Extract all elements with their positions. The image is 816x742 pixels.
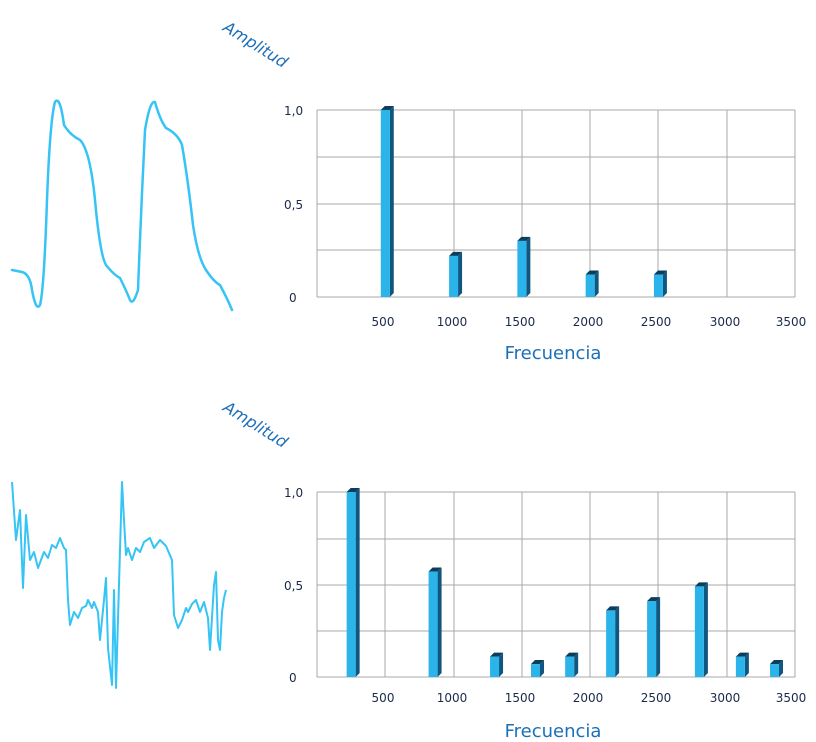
chart-2-ylabel: Amplitud bbox=[219, 397, 292, 452]
chart-2-bar-top-1600 bbox=[531, 660, 545, 665]
chart-2-bar-top-1850 bbox=[565, 652, 579, 657]
chart-1: 1,0 0,5 0 500 1000 1500 2000 2500 3000 3… bbox=[219, 17, 806, 364]
chart-1-bar-front-2000 bbox=[585, 274, 595, 297]
chart-1-bar-side-1500 bbox=[526, 236, 531, 297]
chart-1-ytick-1,0: 1,0 bbox=[284, 104, 303, 118]
chart-1-bar-top-2000 bbox=[585, 270, 599, 275]
chart-1-bar-front-1500 bbox=[517, 240, 527, 297]
chart-2-grid bbox=[316, 491, 796, 678]
chart-2-bar-1600 bbox=[531, 660, 545, 677]
chart-1-bar-1500 bbox=[517, 236, 531, 297]
chart-1-bar-top-1000 bbox=[449, 251, 463, 256]
chart-1-xtick-1500: 1500 bbox=[505, 315, 536, 329]
chart-2-ytick-0,5: 0,5 bbox=[284, 579, 303, 593]
chart-2-bar-side-3100 bbox=[744, 652, 749, 677]
chart-1-xtick-3500: 3500 bbox=[776, 315, 807, 329]
chart-2-bar-250 bbox=[346, 488, 360, 677]
chart-2-xlabel: Frecuencia bbox=[505, 721, 602, 742]
chart-2-bar-front-1850 bbox=[565, 656, 575, 677]
waveform-top bbox=[10, 99, 234, 312]
chart-2-bar-front-850 bbox=[428, 571, 438, 677]
chart-2-bar-side-2450 bbox=[656, 597, 661, 677]
chart-1-xtick-1000: 1000 bbox=[437, 315, 468, 329]
chart-2-bar-top-3100 bbox=[735, 652, 749, 657]
chart-1-bar-2500 bbox=[653, 270, 667, 297]
chart-1-bar-side-2000 bbox=[594, 270, 599, 297]
chart-1-ytick-0: 0 bbox=[289, 291, 297, 305]
chart-2-bar-2150 bbox=[606, 606, 620, 677]
chart-1-bar-side-500 bbox=[389, 106, 394, 297]
chart-1-xtick-3000: 3000 bbox=[710, 315, 741, 329]
chart-2-bar-front-2450 bbox=[647, 601, 657, 677]
chart-1-bar-top-500 bbox=[380, 106, 394, 110]
chart-1-xtick-2000: 2000 bbox=[573, 315, 604, 329]
chart-1-bar-front-1000 bbox=[449, 255, 459, 297]
chart-2-bar-side-1300 bbox=[499, 652, 504, 677]
chart-2-bar-3350 bbox=[770, 660, 784, 677]
chart-2-bar-side-1600 bbox=[540, 660, 545, 677]
chart-2-xtick-3000: 3000 bbox=[710, 691, 741, 705]
chart-2-bar-top-2800 bbox=[694, 582, 708, 587]
chart-2-bar-top-3350 bbox=[770, 660, 784, 665]
chart-2-bar-top-250 bbox=[346, 488, 360, 492]
chart-2-ytick-0: 0 bbox=[289, 671, 297, 685]
chart-2-bar-front-2150 bbox=[606, 610, 616, 677]
chart-1-ylabel: Amplitud bbox=[219, 17, 292, 72]
chart-2-bar-side-2150 bbox=[615, 606, 620, 677]
chart-1-xtick-500: 500 bbox=[372, 315, 395, 329]
chart-2-xtick-3500: 3500 bbox=[776, 691, 807, 705]
chart-2-xtick-500: 500 bbox=[372, 691, 395, 705]
waveform-bottom bbox=[11, 481, 227, 689]
chart-2-bar-front-1300 bbox=[490, 656, 500, 677]
chart-1-bar-side-2500 bbox=[662, 270, 667, 297]
chart-2-bar-side-2800 bbox=[703, 582, 708, 677]
chart-1-xtick-2500: 2500 bbox=[641, 315, 672, 329]
chart-2-bar-850 bbox=[428, 567, 442, 677]
chart-1-bar-front-500 bbox=[380, 110, 390, 297]
chart-2-bar-side-3350 bbox=[779, 660, 784, 677]
chart-2-bar-front-250 bbox=[346, 492, 356, 677]
chart-2-bar-front-1600 bbox=[531, 664, 541, 677]
chart-2-xtick-1500: 1500 bbox=[505, 691, 536, 705]
chart-1-grid bbox=[316, 109, 796, 298]
chart-2-bar-3100 bbox=[735, 652, 749, 677]
chart-1-bar-2000 bbox=[585, 270, 599, 297]
chart-1-xlabel: Frecuencia bbox=[505, 343, 602, 364]
chart-2-bar-1300 bbox=[490, 652, 504, 677]
chart-2-bar-2450 bbox=[647, 597, 661, 677]
chart-2-bar-side-250 bbox=[355, 488, 360, 677]
chart-2-bar-front-3350 bbox=[770, 664, 780, 677]
chart-2-bar-front-2800 bbox=[694, 586, 704, 677]
chart-2-bar-front-3100 bbox=[735, 656, 745, 677]
chart-2-bar-2800 bbox=[694, 582, 708, 677]
chart-2: 1,0 0,5 0 500 1000 1500 2000 2500 3000 3… bbox=[219, 397, 806, 742]
chart-2-bar-top-2450 bbox=[647, 597, 661, 602]
chart-2-bars bbox=[346, 488, 784, 677]
chart-1-bar-top-2500 bbox=[653, 270, 667, 275]
chart-2-bar-side-850 bbox=[437, 567, 442, 677]
chart-1-bar-front-2500 bbox=[653, 274, 663, 297]
chart-2-bar-top-850 bbox=[428, 567, 442, 572]
chart-2-bar-1850 bbox=[565, 652, 579, 677]
chart-2-ytick-1,0: 1,0 bbox=[284, 486, 303, 500]
chart-1-bar-side-1000 bbox=[458, 251, 463, 297]
chart-1-bar-1000 bbox=[449, 251, 463, 297]
chart-1-bar-500 bbox=[380, 106, 394, 297]
chart-2-bar-side-1850 bbox=[574, 652, 579, 677]
chart-2-bar-top-2150 bbox=[606, 606, 620, 611]
chart-2-bar-top-1300 bbox=[490, 652, 504, 657]
chart-2-xtick-1000: 1000 bbox=[437, 691, 468, 705]
chart-1-bar-top-1500 bbox=[517, 236, 531, 241]
chart-2-xtick-2500: 2500 bbox=[641, 691, 672, 705]
chart-1-bars bbox=[380, 106, 667, 297]
chart-1-ytick-0,5: 0,5 bbox=[284, 198, 303, 212]
chart-2-xtick-2000: 2000 bbox=[573, 691, 604, 705]
